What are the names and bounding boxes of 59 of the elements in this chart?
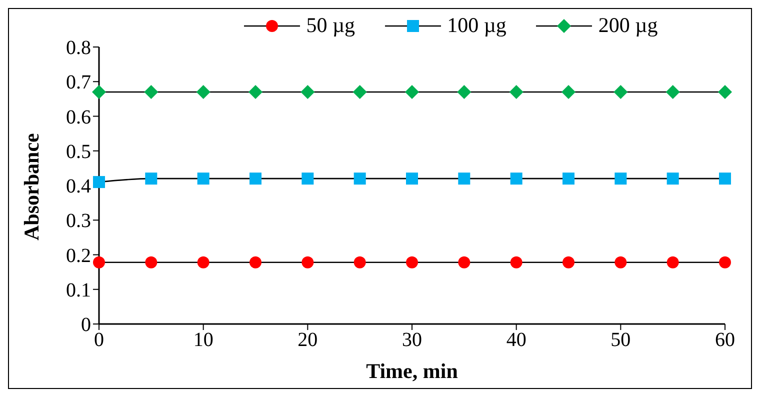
point bbox=[509, 85, 524, 100]
point bbox=[562, 256, 574, 268]
y-tick-label: 0.6 bbox=[66, 106, 91, 128]
point bbox=[562, 85, 576, 100]
point bbox=[144, 85, 158, 100]
point bbox=[93, 256, 105, 268]
x-tick-label: 50 bbox=[610, 329, 631, 352]
y-tick-label: 0.3 bbox=[66, 210, 91, 232]
legend-label: 200 µg bbox=[598, 13, 658, 38]
y-tick-label: 0.5 bbox=[66, 140, 91, 163]
point bbox=[666, 85, 680, 100]
point bbox=[562, 172, 574, 185]
y-tick-label: 0.7 bbox=[66, 72, 91, 94]
point bbox=[614, 85, 628, 100]
point bbox=[92, 85, 106, 100]
y-axis-title: Absorbance bbox=[19, 133, 44, 240]
point bbox=[248, 85, 262, 100]
point bbox=[197, 256, 210, 268]
point bbox=[510, 256, 522, 268]
legend-label: 50 µg bbox=[306, 13, 356, 38]
x-tick-label: 60 bbox=[715, 329, 735, 352]
y-tick-label: 0.1 bbox=[66, 279, 91, 302]
y-tick-label: 0 bbox=[81, 314, 91, 336]
point bbox=[250, 172, 262, 185]
point bbox=[145, 256, 158, 268]
point bbox=[145, 172, 158, 185]
x-axis-title: Time, min bbox=[366, 359, 458, 383]
y-tick-label: 0.2 bbox=[66, 244, 91, 267]
point bbox=[614, 172, 627, 185]
point bbox=[666, 256, 679, 268]
point bbox=[302, 256, 314, 268]
point bbox=[458, 256, 470, 268]
point bbox=[93, 176, 105, 188]
point bbox=[300, 85, 315, 100]
legend-label: 100 µg bbox=[447, 13, 506, 38]
point bbox=[457, 85, 472, 100]
point bbox=[510, 172, 522, 185]
point bbox=[614, 256, 627, 268]
point bbox=[352, 85, 367, 100]
point bbox=[719, 172, 731, 185]
x-tick-label: 40 bbox=[506, 329, 526, 352]
point bbox=[197, 172, 210, 185]
point bbox=[719, 256, 731, 268]
point bbox=[302, 172, 314, 185]
point bbox=[354, 256, 366, 268]
x-tick-label: 30 bbox=[402, 329, 422, 352]
x-tick-label: 10 bbox=[193, 329, 214, 352]
point bbox=[458, 172, 470, 185]
x-tick-label: 20 bbox=[298, 329, 318, 352]
point bbox=[406, 256, 418, 268]
point bbox=[354, 172, 366, 185]
point bbox=[666, 172, 679, 185]
y-tick-label: 0.8 bbox=[66, 37, 91, 60]
point bbox=[196, 85, 210, 100]
y-tick-label: 0.4 bbox=[66, 176, 91, 198]
point bbox=[250, 256, 262, 268]
point bbox=[405, 85, 419, 100]
point bbox=[406, 172, 418, 185]
point bbox=[718, 85, 732, 100]
